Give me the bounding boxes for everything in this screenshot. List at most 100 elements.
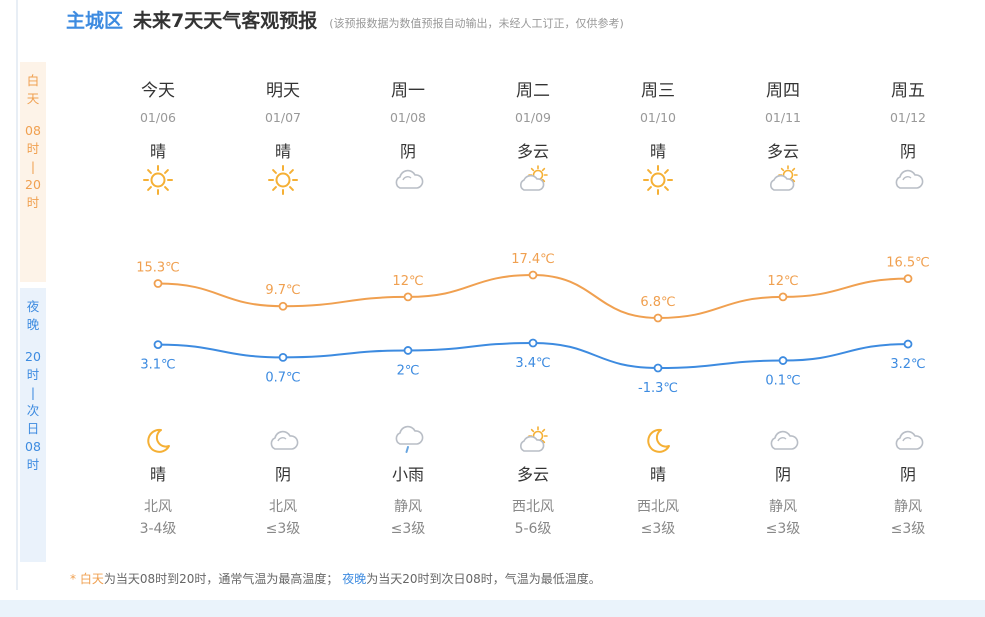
high-temp-label: 16.5℃ — [886, 256, 930, 271]
night-weather-icon — [853, 425, 963, 457]
high-temp-point — [528, 270, 538, 280]
day-weather-icon — [353, 164, 463, 196]
footer-note: * 白天为当天08时到20时，通常气温为最高温度； 夜晚为当天20时到次日08时… — [70, 570, 601, 587]
night-condition: 晴 — [649, 465, 666, 484]
night-weather-icon — [478, 425, 588, 457]
partly-cloudy-icon — [478, 164, 588, 196]
low-temp-label: 2℃ — [397, 363, 420, 378]
day-date: 01/12 — [889, 110, 927, 125]
low-temp-label: 3.1℃ — [140, 358, 175, 373]
sun-icon — [603, 164, 713, 196]
day-date: 01/08 — [389, 110, 427, 125]
night-time-char: 次 — [26, 403, 40, 418]
low-temp-point — [903, 339, 913, 349]
low-temp-label: 0.1℃ — [765, 374, 800, 389]
footer-night-word: 夜晚 — [342, 572, 367, 586]
moon-icon — [603, 425, 713, 457]
high-temp-label: 6.8℃ — [640, 295, 675, 310]
low-temp-label: 3.4℃ — [515, 356, 550, 371]
day-date: 01/10 — [639, 110, 677, 125]
high-temp-label: 17.4℃ — [511, 252, 555, 267]
night-title-char: 夜 — [26, 299, 40, 314]
wind-level: 3-4级 — [139, 521, 177, 537]
cloud-icon — [853, 164, 963, 196]
high-temp-label: 12℃ — [767, 274, 798, 289]
low-temp-label: 3.2℃ — [890, 357, 925, 372]
high-temp-label: 15.3℃ — [136, 261, 180, 276]
night-condition: 阴 — [274, 465, 291, 484]
cloud-icon — [853, 425, 963, 457]
low-temp-label: 0.7℃ — [265, 370, 300, 385]
night-period-label: 夜 晚 20 时 | 次 日 08 时 — [20, 288, 46, 562]
day-period-label: 白 天 08 时 | 20 时 — [20, 62, 46, 282]
header: 主城区 未来7天天气客观预报 (该预报数据为数值预报自动输出，未经人工订正，仅供… — [66, 6, 624, 36]
day-weather-icon — [228, 164, 338, 196]
cloud-icon — [353, 164, 463, 196]
day-date: 01/11 — [764, 110, 802, 125]
wind-direction: 北风 — [269, 499, 297, 515]
night-weather-icon — [228, 425, 338, 457]
day-weather-icon — [603, 164, 713, 196]
day-condition: 晴 — [274, 142, 291, 161]
disclaimer-note: (该预报数据为数值预报自动输出，未经人工订正，仅供参考) — [329, 17, 624, 30]
day-name: 周三 — [641, 81, 675, 101]
day-date: 01/06 — [139, 110, 177, 125]
night-condition: 小雨 — [391, 465, 424, 484]
day-name: 周四 — [766, 81, 800, 101]
sun-icon — [228, 164, 338, 196]
rain-cloud-icon — [353, 425, 463, 457]
moon-icon — [103, 425, 213, 457]
wind-direction: 静风 — [394, 499, 422, 515]
footer-day-word: 白天 — [79, 572, 104, 586]
sun-icon — [103, 164, 213, 196]
night-time-char: 时 — [26, 457, 40, 472]
wind-level: 5-6级 — [514, 521, 552, 537]
wind-direction: 静风 — [894, 499, 922, 515]
low-temp-point — [278, 352, 288, 362]
cloud-icon — [728, 425, 838, 457]
day-weather-icon — [478, 164, 588, 196]
day-name: 周五 — [891, 81, 925, 101]
wind-level: ≤3级 — [390, 521, 426, 537]
day-name: 今天 — [141, 81, 175, 101]
day-time-char: 08 — [25, 123, 41, 138]
cloud-icon — [228, 425, 338, 457]
day-weather-icon — [103, 164, 213, 196]
page-title: 未来7天天气客观预报 — [133, 10, 318, 32]
night-condition: 晴 — [149, 465, 166, 484]
day-weather-icon — [728, 164, 838, 196]
bottom-band — [0, 600, 985, 617]
night-time-char: 08 — [25, 439, 41, 454]
day-condition: 阴 — [899, 142, 916, 161]
wind-direction: 静风 — [769, 499, 797, 515]
day-time-char: 20 — [25, 177, 41, 192]
day-time-char: 时 — [26, 141, 40, 156]
day-time-char: 时 — [26, 195, 40, 210]
day-date: 01/09 — [514, 110, 552, 125]
high-temp-point — [278, 301, 288, 311]
footer-star: * — [70, 572, 76, 586]
night-condition: 阴 — [774, 465, 791, 484]
day-date: 01/07 — [264, 110, 302, 125]
day-condition: 多云 — [766, 142, 799, 161]
day-time-char: | — [30, 159, 36, 174]
district-name[interactable]: 主城区 — [66, 10, 124, 32]
night-weather-icon — [603, 425, 713, 457]
night-time-char: 日 — [26, 421, 40, 436]
day-condition: 晴 — [149, 142, 166, 161]
high-temp-point — [403, 292, 413, 302]
high-temp-label: 9.7℃ — [265, 283, 300, 298]
night-weather-icon — [728, 425, 838, 457]
night-condition: 阴 — [899, 465, 916, 484]
low-temp-point — [778, 356, 788, 365]
night-time-char: | — [30, 385, 36, 400]
partly-cloudy-icon — [478, 425, 588, 457]
day-condition: 多云 — [516, 142, 549, 161]
day-weather-icon — [853, 164, 963, 196]
high-temp-point — [653, 313, 663, 323]
low-temp-point — [403, 346, 413, 355]
night-weather-icon — [103, 425, 213, 457]
high-temp-point — [903, 274, 913, 284]
